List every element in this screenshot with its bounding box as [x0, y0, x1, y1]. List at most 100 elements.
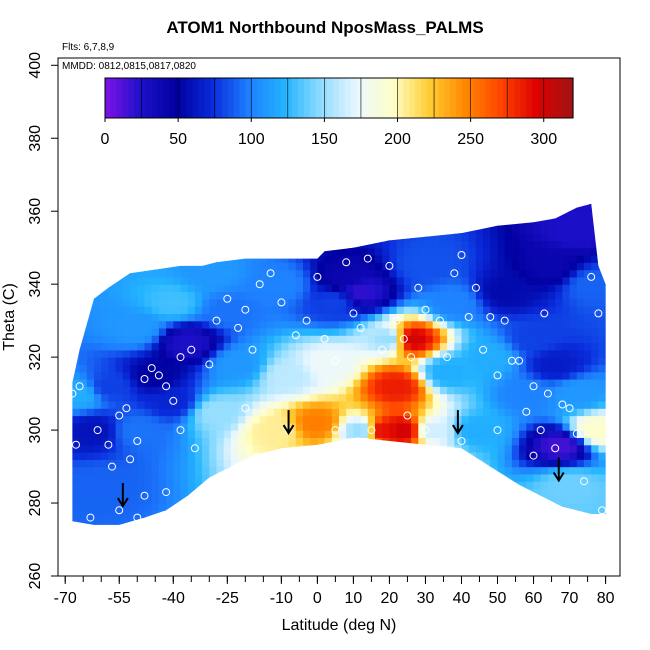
heatmap-cell — [325, 525, 333, 533]
heatmap-cell — [490, 364, 499, 373]
heatmap-cell — [511, 371, 520, 380]
heatmap-cell — [72, 371, 81, 380]
heatmap-cell — [490, 488, 499, 497]
heatmap-cell — [576, 466, 585, 475]
heatmap-cell — [122, 415, 131, 424]
heatmap-cell — [346, 525, 354, 533]
heatmap-cell — [439, 269, 448, 278]
heatmap-cell — [274, 444, 282, 453]
heatmap-cell — [223, 473, 232, 482]
heatmap-cell — [130, 415, 138, 424]
heatmap-cell — [569, 473, 578, 482]
heatmap-cell — [569, 276, 578, 285]
heatmap-cell — [461, 364, 470, 373]
heatmap-cell — [526, 525, 534, 533]
heatmap-cell — [209, 211, 218, 220]
heatmap-cell — [187, 466, 196, 475]
heatmap-cell — [310, 203, 318, 205]
heatmap-cell — [555, 298, 563, 307]
heatmap-cell — [353, 218, 362, 227]
heatmap-cell — [526, 225, 535, 234]
heatmap-cell — [432, 495, 441, 504]
heatmap-cell — [238, 211, 246, 220]
heatmap-cell — [130, 276, 138, 285]
heatmap-cell — [295, 203, 304, 212]
heatmap-cell — [497, 495, 506, 504]
heatmap-cell — [346, 218, 354, 227]
heatmap-cell — [533, 203, 542, 205]
heatmap-cell — [137, 364, 146, 373]
heatmap-cell — [238, 408, 246, 417]
heatmap-cell — [526, 473, 535, 482]
colorbar-segment — [257, 78, 264, 118]
heatmap-cell — [252, 422, 261, 431]
sample-point — [471, 283, 480, 292]
heatmap-cell — [382, 517, 390, 525]
heatmap-cell — [324, 357, 333, 365]
heatmap-cell — [173, 517, 182, 525]
heatmap-cell — [324, 276, 333, 285]
heatmap-cell — [101, 262, 109, 271]
heatmap-cell — [346, 466, 354, 475]
colorbar-segment — [327, 78, 334, 118]
heatmap-cell — [274, 459, 282, 468]
colorbar-segment — [432, 78, 439, 118]
heatmap-cell — [144, 371, 153, 380]
heatmap-cell — [425, 510, 434, 519]
heatmap-cell — [224, 525, 232, 533]
heatmap-cell — [151, 233, 160, 241]
heatmap-cell — [418, 503, 427, 511]
heatmap-cell — [598, 313, 606, 322]
heatmap-cell — [202, 211, 210, 220]
sample-point — [457, 437, 466, 445]
heatmap-cell — [439, 364, 448, 373]
heatmap-cell — [403, 225, 412, 234]
heatmap-cell — [547, 284, 556, 293]
heatmap-cell — [497, 262, 506, 271]
heatmap-cell — [461, 408, 470, 417]
heatmap-cell — [288, 357, 297, 365]
heatmap-cell — [266, 422, 275, 431]
heatmap-cell — [389, 240, 398, 249]
heatmap-cell — [295, 218, 304, 227]
heatmap-cell — [173, 298, 182, 307]
heatmap-cell — [411, 291, 419, 300]
heatmap-cell — [259, 218, 268, 227]
heatmap-cell — [353, 379, 362, 387]
colorbar-segment — [134, 78, 141, 118]
colorbar-segment — [210, 78, 217, 118]
heatmap-cell — [72, 473, 81, 482]
heatmap-cell — [447, 379, 455, 387]
heatmap-cell — [310, 357, 318, 365]
heatmap-cell — [288, 386, 297, 395]
heatmap-cell — [526, 255, 535, 263]
heatmap-cell — [79, 408, 88, 417]
heatmap-cell — [180, 255, 189, 263]
heatmap-cell — [86, 459, 95, 468]
heatmap-cell — [375, 386, 383, 395]
heatmap-cell — [425, 415, 434, 424]
heatmap-cell — [86, 211, 95, 220]
heatmap-cell — [439, 291, 448, 300]
heatmap-cell — [353, 233, 362, 241]
heatmap-cell — [339, 481, 347, 490]
heatmap-cell — [403, 342, 412, 351]
heatmap-cell — [158, 481, 167, 490]
heatmap-cell — [295, 386, 304, 395]
heatmap-cell — [216, 517, 225, 525]
heatmap-cell — [389, 320, 398, 329]
heatmap-cell — [425, 211, 434, 220]
heatmap-cell — [173, 459, 182, 468]
heatmap-cell — [72, 481, 81, 490]
heatmap-cell — [194, 291, 203, 300]
heatmap-cell — [245, 510, 254, 519]
heatmap-cell — [547, 342, 556, 351]
heatmap-cell — [526, 430, 535, 438]
heatmap-cell — [511, 393, 520, 402]
heatmap-cell — [324, 262, 333, 271]
heatmap-cell — [209, 276, 218, 285]
heatmap-cell — [274, 393, 282, 402]
heatmap-cell — [591, 240, 599, 249]
sample-point — [277, 298, 286, 307]
heatmap-cell — [432, 313, 441, 322]
